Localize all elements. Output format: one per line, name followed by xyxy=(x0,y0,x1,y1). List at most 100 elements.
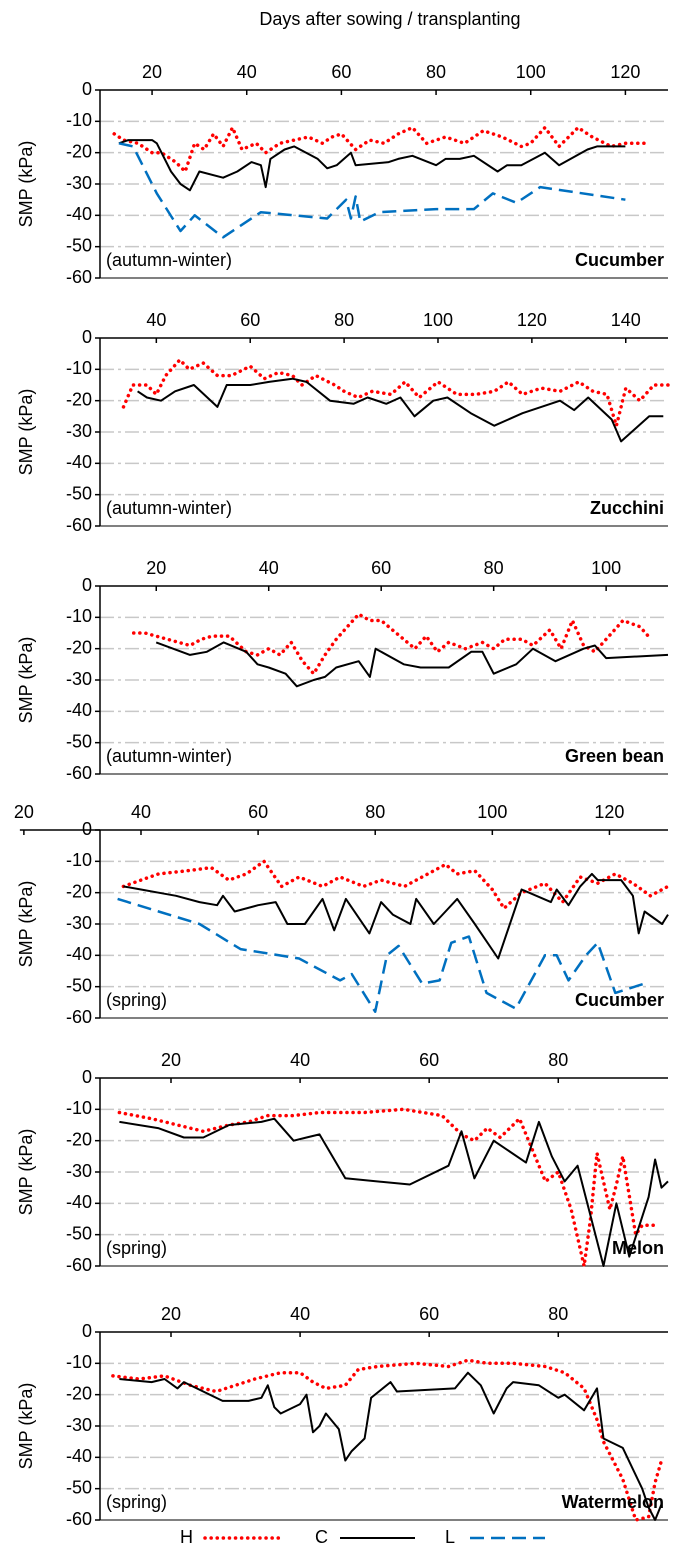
y-axis-title: SMP (kPa) xyxy=(16,881,36,968)
x-tick-label: 140 xyxy=(611,310,641,330)
y-tick-label: -30 xyxy=(66,1415,92,1435)
y-tick-label: -10 xyxy=(66,606,92,626)
x-tick-label: 80 xyxy=(334,310,354,330)
series-line xyxy=(119,1117,669,1267)
x-axis-title: Days after sowing / transplanting xyxy=(259,9,520,29)
y-tick-label: -30 xyxy=(66,173,92,193)
x-tick-label: 60 xyxy=(419,1304,439,1324)
x-tick-label: 60 xyxy=(248,802,268,822)
crop-label: Green bean xyxy=(565,746,664,766)
x-tick-label: 60 xyxy=(331,62,351,82)
plot xyxy=(117,1107,669,1268)
series-line xyxy=(117,1107,657,1268)
x-tick-label: 100 xyxy=(516,62,546,82)
series-line xyxy=(155,641,669,688)
x-tick-label: 100 xyxy=(477,802,507,822)
x-tick-label: 80 xyxy=(548,1304,568,1324)
season-label: (autumn-winter) xyxy=(106,746,232,766)
y-tick-label: -30 xyxy=(66,669,92,689)
x-tick-label: 60 xyxy=(240,310,260,330)
series-line xyxy=(119,1371,663,1521)
y-tick-label: -40 xyxy=(66,1446,92,1466)
x-tick-label: 80 xyxy=(365,802,385,822)
season-label: (spring) xyxy=(106,1238,167,1258)
crop-label: Melon xyxy=(612,1238,664,1258)
series-line xyxy=(121,859,670,911)
y-axis-title: SMP (kPa) xyxy=(16,1383,36,1470)
x-tick-label: 20 xyxy=(161,1304,181,1324)
x-tick-label: 20 xyxy=(14,802,34,822)
y-tick-label: -10 xyxy=(66,358,92,378)
y-tick-label: 0 xyxy=(82,575,92,595)
series-line xyxy=(118,139,626,192)
x-tick-label: 120 xyxy=(517,310,547,330)
crop-label: Zucchini xyxy=(590,498,664,518)
plot xyxy=(117,859,670,1013)
y-tick-label: -50 xyxy=(66,731,92,751)
y-tick-label: -50 xyxy=(66,975,92,995)
x-tick-label: 20 xyxy=(142,62,162,82)
y-tick-label: -40 xyxy=(66,452,92,472)
plot xyxy=(131,612,669,688)
y-tick-label: -60 xyxy=(66,763,92,783)
x-tick-label: 120 xyxy=(610,62,640,82)
series-line xyxy=(123,872,669,960)
season-label: (autumn-winter) xyxy=(106,250,232,270)
x-tick-label: 100 xyxy=(423,310,453,330)
y-tick-label: -60 xyxy=(66,1509,92,1529)
y-tick-label: -60 xyxy=(66,267,92,287)
y-axis-title: SMP (kPa) xyxy=(16,389,36,476)
y-tick-label: -10 xyxy=(66,1098,92,1118)
y-tick-label: -10 xyxy=(66,1352,92,1372)
x-tick-label: 40 xyxy=(146,310,166,330)
y-tick-label: -50 xyxy=(66,483,92,503)
y-tick-label: -40 xyxy=(66,700,92,720)
y-tick-label: -50 xyxy=(66,1477,92,1497)
series-line xyxy=(137,377,664,443)
y-tick-label: -60 xyxy=(66,1255,92,1275)
legend-label: C xyxy=(315,1527,328,1547)
series-line xyxy=(121,358,670,428)
y-tick-label: -60 xyxy=(66,1007,92,1027)
series-line xyxy=(131,612,653,676)
y-tick-label: -30 xyxy=(66,1161,92,1181)
y-tick-label: 0 xyxy=(82,327,92,347)
x-tick-label: 80 xyxy=(548,1050,568,1070)
series-line xyxy=(118,142,626,239)
season-label: (spring) xyxy=(106,990,167,1010)
legend-label: L xyxy=(445,1527,455,1547)
y-tick-label: 0 xyxy=(82,79,92,99)
x-tick-label: 60 xyxy=(371,558,391,578)
plot xyxy=(111,1358,664,1522)
y-tick-label: -50 xyxy=(66,1223,92,1243)
series-line xyxy=(111,1358,664,1522)
x-tick-label: 20 xyxy=(161,1050,181,1070)
crop-label: Cucumber xyxy=(575,250,664,270)
y-tick-label: -60 xyxy=(66,515,92,535)
y-tick-label: -20 xyxy=(66,1129,92,1149)
plot xyxy=(112,125,651,239)
x-tick-label: 80 xyxy=(426,62,446,82)
x-tick-label: 100 xyxy=(591,558,621,578)
x-tick-label: 40 xyxy=(131,802,151,822)
x-tick-label: 20 xyxy=(146,558,166,578)
y-tick-label: -20 xyxy=(66,389,92,409)
y-tick-label: 0 xyxy=(82,1067,92,1087)
y-tick-label: -20 xyxy=(66,881,92,901)
plot xyxy=(121,358,670,443)
y-tick-label: -10 xyxy=(66,110,92,130)
series-line xyxy=(117,897,645,1013)
y-tick-label: -20 xyxy=(66,141,92,161)
y-tick-label: -20 xyxy=(66,637,92,657)
y-tick-label: -40 xyxy=(66,944,92,964)
y-axis-title: SMP (kPa) xyxy=(16,141,36,228)
crop-label: Cucumber xyxy=(575,990,664,1010)
y-axis-title: SMP (kPa) xyxy=(16,1129,36,1216)
y-tick-label: 0 xyxy=(82,819,92,839)
x-tick-label: 120 xyxy=(594,802,624,822)
y-tick-label: -10 xyxy=(66,850,92,870)
x-tick-label: 40 xyxy=(290,1050,310,1070)
y-tick-label: -50 xyxy=(66,235,92,255)
